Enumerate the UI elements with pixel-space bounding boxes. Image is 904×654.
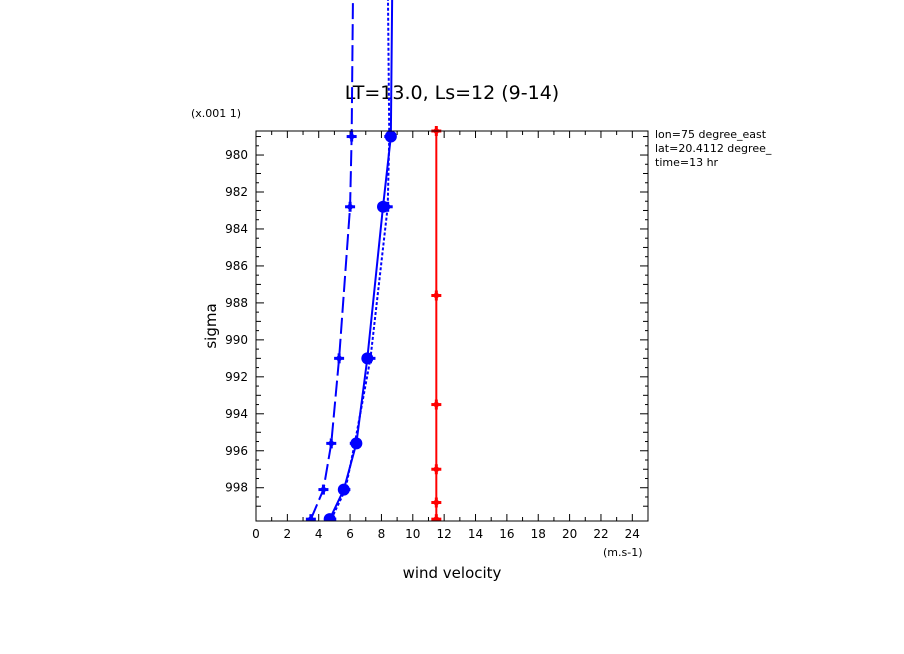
x-axis-ticks: 0 2 4 6 8 10 12 14 16 18 20 22 24	[252, 131, 649, 541]
y-axis-label: sigma	[202, 303, 220, 348]
x-units-label: (m.s-1)	[603, 546, 643, 559]
data-point	[384, 131, 395, 142]
x-tick-label: 20	[562, 527, 577, 541]
x-tick-label: 18	[531, 527, 546, 541]
info-line-time: time=13 hr	[655, 156, 719, 169]
y-tick-label: 986	[225, 259, 248, 273]
x-tick-label: 8	[378, 527, 386, 541]
data-point	[340, 484, 351, 495]
data-point	[334, 353, 345, 364]
x-tick-label: 6	[346, 527, 354, 541]
series-layer	[305, 0, 442, 521]
data-point	[305, 514, 316, 521]
y-scale-label: (x.001 1)	[191, 107, 241, 120]
x-tick-label: 4	[315, 527, 323, 541]
y-axis-ticks: 980 982 984 986 988 990 992 994 996 998	[225, 136, 648, 507]
data-point	[365, 353, 376, 364]
y-tick-label: 996	[225, 444, 248, 458]
data-point	[318, 484, 329, 495]
x-tick-label: 0	[252, 527, 260, 541]
info-line-lon: lon=75 degree_east	[655, 128, 767, 141]
x-axis-label: wind velocity	[403, 564, 502, 582]
info-block: lon=75 degree_east lat=20.4112 degree_ t…	[655, 128, 772, 169]
data-point	[345, 201, 356, 212]
data-point	[326, 514, 337, 521]
data-point	[382, 201, 393, 212]
y-tick-label: 992	[225, 370, 248, 384]
series-4	[431, 126, 442, 521]
y-tick-label: 988	[225, 296, 248, 310]
data-point	[431, 464, 442, 475]
data-point	[349, 438, 360, 449]
data-point	[431, 497, 442, 508]
x-tick-label: 10	[405, 527, 420, 541]
series-1	[305, 0, 357, 521]
series-2	[323, 0, 397, 521]
data-point	[431, 399, 442, 410]
series-3	[326, 0, 395, 521]
y-tick-label: 984	[225, 222, 248, 236]
y-tick-label: 994	[225, 407, 248, 421]
data-point	[431, 514, 442, 521]
x-tick-label: 12	[437, 527, 452, 541]
x-tick-label: 22	[593, 527, 608, 541]
chart-title: LT=13.0, Ls=12 (9-14)	[345, 82, 559, 104]
x-tick-label: 16	[499, 527, 514, 541]
plot-frame	[255, 130, 649, 522]
data-point	[326, 438, 337, 449]
y-tick-label: 998	[225, 481, 248, 495]
x-tick-label: 14	[468, 527, 483, 541]
y-tick-label: 990	[225, 333, 248, 347]
data-point	[346, 131, 357, 142]
info-line-lat: lat=20.4112 degree_	[655, 142, 772, 155]
y-tick-label: 982	[225, 185, 248, 199]
data-point	[431, 290, 442, 301]
x-tick-label: 2	[284, 527, 292, 541]
y-tick-label: 980	[225, 148, 248, 162]
x-tick-label: 24	[625, 527, 640, 541]
